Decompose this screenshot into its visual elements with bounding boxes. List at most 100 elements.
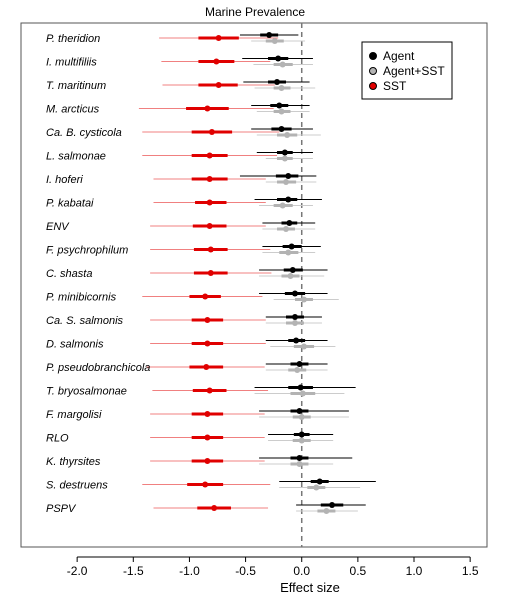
- data-row: [150, 337, 336, 350]
- data-row: [142, 126, 321, 138]
- data-row: [150, 220, 316, 232]
- x-tick-label: -0.5: [235, 564, 256, 578]
- x-tick-label: 1.5: [462, 564, 479, 578]
- point-estimate-agent_sst: [271, 38, 278, 44]
- category-label: F. margolisi: [46, 409, 102, 421]
- category-label: Ca. B. cysticola: [46, 127, 122, 139]
- plot-frame: [20, 22, 488, 548]
- point-estimate-sst: [204, 340, 211, 347]
- category-label: P. theridion: [46, 33, 100, 45]
- data-row: [142, 478, 376, 491]
- point-estimate-agent_sst: [283, 226, 290, 232]
- data-row: [150, 408, 349, 420]
- data-row: [150, 455, 353, 467]
- category-label: P. pseudobranchicola: [46, 362, 150, 374]
- data-row: [161, 55, 313, 68]
- point-estimate-sst: [206, 176, 213, 182]
- data-row: [138, 102, 310, 115]
- point-estimate-agent_sst: [298, 437, 305, 444]
- point-estimate-agent: [296, 408, 303, 414]
- point-estimate-sst: [207, 270, 214, 276]
- point-estimate-agent: [329, 502, 336, 508]
- legend-marker: [369, 82, 377, 90]
- category-label: T. maritinum: [46, 80, 106, 92]
- point-estimate-sst: [207, 246, 214, 253]
- point-estimate-agent: [276, 102, 283, 109]
- x-tick-label: 0.0: [293, 564, 310, 578]
- data-row: [150, 431, 334, 444]
- x-tick-label: 0.5: [350, 564, 367, 578]
- point-estimate-sst: [204, 458, 211, 464]
- point-estimate-sst: [202, 293, 209, 300]
- category-label: ENV: [46, 221, 70, 233]
- data-row: [150, 314, 322, 326]
- point-estimate-agent: [285, 196, 292, 203]
- category-label: S. destruens: [46, 480, 108, 492]
- point-estimate-sst: [203, 364, 210, 370]
- chart-title: Marine Prevalence: [205, 5, 305, 19]
- x-tick-label: -1.5: [123, 564, 144, 578]
- x-tick-label: 1.0: [406, 564, 423, 578]
- category-label: C. shasta: [46, 268, 92, 280]
- legend-box: [361, 41, 453, 100]
- point-estimate-agent: [286, 220, 293, 226]
- point-estimate-agent: [298, 431, 305, 438]
- category-label: I. multifiliis: [46, 57, 97, 69]
- point-estimate-agent: [296, 361, 303, 367]
- point-estimate-sst: [202, 481, 209, 488]
- point-estimate-agent: [275, 55, 282, 62]
- point-estimate-agent: [289, 267, 296, 273]
- point-estimate-agent_sst: [278, 85, 285, 91]
- category-labels-group: P. theridion I. multifiliis T. maritinum M.…: [46, 33, 150, 515]
- point-estimate-agent: [281, 149, 288, 156]
- data-row: [153, 196, 322, 209]
- legend-marker: [369, 52, 377, 60]
- data-row: [142, 290, 339, 303]
- data-rows-group: [138, 32, 376, 514]
- point-estimate-agent_sst: [298, 414, 305, 420]
- data-row: [150, 267, 328, 279]
- data-row: [142, 149, 313, 162]
- point-estimate-agent_sst: [323, 508, 330, 514]
- data-row: [150, 243, 321, 256]
- x-axis: -2.0 -1.5 -1.0 -0.5 0.0 0.5 1.0 1.5: [67, 556, 479, 578]
- category-label: D. salmonis: [46, 339, 104, 351]
- point-estimate-agent: [288, 243, 295, 250]
- legend-label: Agent+SST: [383, 64, 445, 78]
- point-estimate-sst: [204, 411, 211, 417]
- point-estimate-sst: [215, 35, 222, 41]
- x-axis-title: Effect size: [280, 580, 340, 595]
- data-row: [146, 361, 328, 373]
- category-label: I. hoferi: [46, 174, 83, 186]
- point-estimate-agent_sst: [285, 249, 292, 256]
- point-estimate-agent_sst: [300, 343, 307, 350]
- data-row: [162, 79, 316, 91]
- point-estimate-sst: [204, 434, 211, 441]
- x-tick-label: -1.0: [179, 564, 200, 578]
- point-estimate-agent_sst: [284, 132, 291, 138]
- category-label: Ca. S. salmonis: [46, 315, 124, 327]
- point-estimate-sst: [206, 152, 213, 159]
- point-estimate-sst: [215, 82, 222, 88]
- point-estimate-agent: [296, 455, 303, 461]
- category-label: T. bryosalmonae: [46, 386, 127, 398]
- point-estimate-agent: [316, 478, 323, 485]
- point-estimate-agent_sst: [313, 484, 320, 491]
- point-estimate-agent: [266, 32, 273, 38]
- point-estimate-agent_sst: [300, 296, 307, 303]
- point-estimate-agent: [285, 173, 292, 179]
- point-estimate-agent: [293, 337, 300, 344]
- point-estimate-sst: [211, 505, 218, 511]
- point-estimate-agent_sst: [281, 155, 288, 162]
- legend-label: Agent: [383, 49, 415, 63]
- point-estimate-agent_sst: [279, 61, 286, 68]
- point-estimate-agent_sst: [296, 461, 303, 467]
- category-label: L. salmonae: [46, 151, 106, 163]
- point-estimate-sst: [213, 58, 220, 65]
- point-estimate-agent: [297, 384, 304, 391]
- point-estimate-sst: [206, 387, 213, 394]
- point-estimate-agent_sst: [278, 108, 285, 115]
- point-estimate-agent_sst: [294, 367, 301, 373]
- point-estimate-agent_sst: [279, 202, 286, 209]
- point-estimate-agent_sst: [291, 320, 298, 326]
